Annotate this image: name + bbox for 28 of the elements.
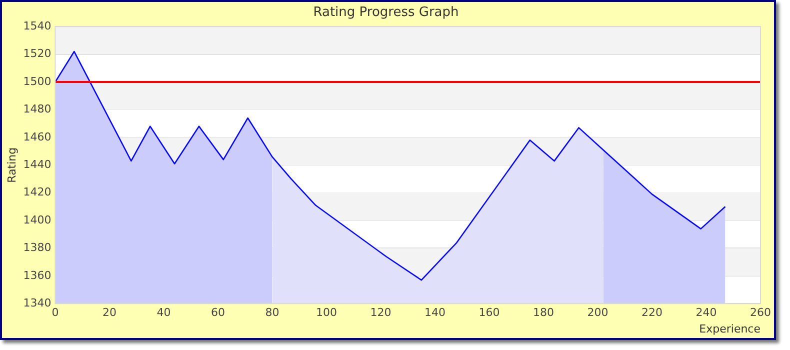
x-tick-label: 20	[102, 306, 116, 320]
x-tick-label: 220	[641, 306, 662, 320]
x-tick-label: 140	[424, 306, 446, 320]
y-tick-label: 1480	[23, 102, 52, 116]
y-tick-label: 1400	[23, 213, 52, 226]
y-axis-title: Rating	[5, 147, 18, 183]
chart-title: Rating Progress Graph	[313, 5, 459, 20]
x-tick-label: 180	[532, 306, 554, 320]
x-tick-label: 120	[370, 306, 392, 320]
y-tick-label: 1420	[23, 186, 52, 199]
y-tick-label: 1540	[23, 19, 52, 32]
y-tick-label: 1520	[23, 47, 52, 60]
y-tick-label: 1360	[23, 268, 52, 282]
x-tick-label: 80	[265, 306, 280, 320]
y-tick-label: 1340	[23, 296, 52, 310]
x-tick-label: 0	[52, 306, 59, 320]
x-tick-label: 40	[156, 306, 171, 320]
y-tick-label: 1500	[23, 74, 52, 88]
x-tick-label: 60	[210, 306, 225, 320]
y-tick-label: 1380	[23, 241, 52, 254]
x-tick-label: 160	[478, 306, 500, 320]
y-tick-label: 1440	[23, 158, 52, 171]
x-tick-label: 260	[750, 306, 771, 320]
y-tick-label: 1460	[23, 130, 52, 144]
x-tick-label: 240	[696, 306, 717, 320]
x-axis-title: Experience	[699, 322, 761, 336]
x-tick-label: 200	[587, 306, 608, 320]
x-tick-label: 100	[316, 306, 337, 320]
